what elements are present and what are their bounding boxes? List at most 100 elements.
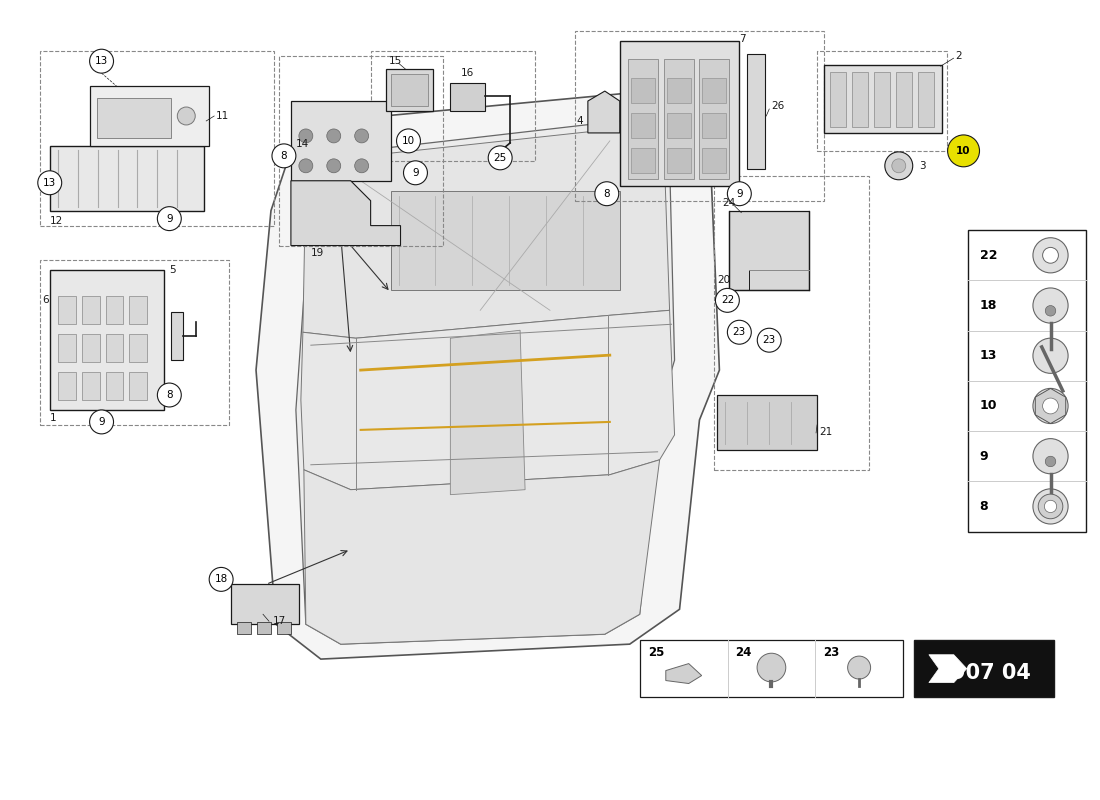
Bar: [968, 230, 1086, 531]
Circle shape: [1033, 489, 1068, 524]
Polygon shape: [587, 91, 619, 133]
Bar: [57, 372, 76, 400]
Bar: [630, 113, 654, 138]
Text: 9: 9: [412, 168, 419, 178]
Text: 20: 20: [717, 275, 730, 286]
Polygon shape: [302, 129, 670, 338]
Bar: [81, 296, 100, 324]
Circle shape: [1033, 389, 1068, 423]
Circle shape: [727, 320, 751, 344]
Text: 9: 9: [166, 214, 173, 224]
Circle shape: [848, 656, 870, 679]
Text: 5: 5: [169, 266, 176, 275]
Polygon shape: [450, 330, 525, 494]
Bar: [390, 74, 428, 106]
Bar: [238, 622, 251, 634]
Bar: [50, 146, 205, 210]
Text: 18: 18: [980, 299, 997, 312]
Circle shape: [396, 129, 420, 153]
Text: 24: 24: [736, 646, 752, 659]
Bar: [290, 101, 390, 181]
Circle shape: [1045, 456, 1056, 466]
Text: 18: 18: [214, 574, 228, 584]
Text: 1: 1: [50, 413, 56, 423]
Bar: [630, 148, 654, 173]
Text: 9: 9: [736, 189, 743, 198]
Circle shape: [884, 152, 913, 180]
Text: 23: 23: [762, 335, 776, 346]
Circle shape: [37, 170, 62, 194]
Bar: [747, 54, 766, 169]
Text: 26: 26: [771, 101, 784, 111]
Bar: [700, 59, 729, 178]
Polygon shape: [256, 91, 719, 659]
Circle shape: [595, 182, 619, 206]
Text: 3: 3: [918, 161, 925, 171]
Bar: [640, 640, 903, 698]
Text: 23: 23: [823, 646, 839, 659]
Bar: [277, 622, 290, 634]
Bar: [714, 176, 869, 470]
Text: 13: 13: [43, 178, 56, 188]
Bar: [630, 78, 654, 103]
Text: 15: 15: [388, 56, 401, 66]
Text: 8: 8: [166, 390, 173, 400]
Text: europarts: europarts: [288, 377, 672, 443]
Circle shape: [209, 567, 233, 591]
Bar: [106, 372, 123, 400]
Bar: [450, 83, 485, 111]
Circle shape: [1033, 288, 1068, 323]
Bar: [130, 372, 147, 400]
Text: 4: 4: [576, 116, 583, 126]
Bar: [172, 312, 184, 360]
Bar: [824, 65, 942, 133]
Circle shape: [327, 159, 341, 173]
Circle shape: [1038, 494, 1063, 518]
Text: 12: 12: [50, 216, 63, 226]
Text: 10: 10: [980, 399, 997, 413]
Circle shape: [1043, 247, 1058, 263]
Bar: [50, 270, 164, 410]
Text: 23: 23: [733, 327, 746, 338]
Circle shape: [327, 129, 341, 143]
Circle shape: [727, 182, 751, 206]
Text: a passion for authentic parts since 1985: a passion for authentic parts since 1985: [266, 426, 595, 613]
Text: 21: 21: [820, 427, 833, 437]
Text: 10: 10: [956, 146, 971, 156]
Bar: [40, 51, 274, 226]
Text: 25: 25: [648, 646, 664, 659]
Bar: [667, 113, 691, 138]
Text: 8: 8: [280, 151, 287, 161]
Bar: [106, 296, 123, 324]
Circle shape: [354, 159, 368, 173]
Circle shape: [157, 383, 182, 407]
Circle shape: [89, 50, 113, 73]
Circle shape: [157, 206, 182, 230]
Text: 17: 17: [273, 616, 286, 626]
Text: 2: 2: [956, 51, 962, 61]
Text: 907 04: 907 04: [952, 663, 1031, 683]
Circle shape: [299, 129, 312, 143]
Circle shape: [488, 146, 513, 170]
Bar: [703, 78, 726, 103]
Bar: [817, 51, 947, 151]
Text: 10: 10: [402, 136, 415, 146]
Polygon shape: [301, 310, 674, 490]
Bar: [40, 261, 229, 425]
Bar: [257, 622, 271, 634]
Circle shape: [354, 129, 368, 143]
Bar: [386, 69, 433, 111]
Circle shape: [757, 328, 781, 352]
Bar: [371, 51, 535, 161]
Bar: [89, 86, 209, 146]
Polygon shape: [296, 121, 674, 644]
Text: 6: 6: [42, 295, 48, 306]
Bar: [703, 113, 726, 138]
Bar: [667, 148, 691, 173]
Text: 13: 13: [980, 350, 997, 362]
Text: 8: 8: [604, 189, 611, 198]
Bar: [667, 78, 691, 103]
Circle shape: [1044, 500, 1057, 513]
Bar: [663, 59, 693, 178]
Bar: [57, 334, 76, 362]
